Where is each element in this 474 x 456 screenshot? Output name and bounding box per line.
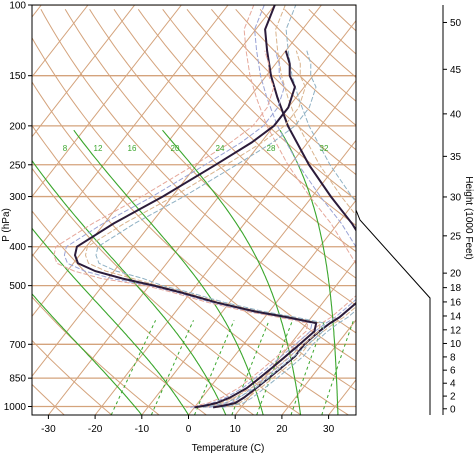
height-tick-label: 25 — [450, 231, 462, 242]
x-tick-label: 0 — [186, 424, 192, 435]
y-tick-label: 500 — [9, 281, 26, 292]
dry-adiabat — [235, 8, 356, 126]
x-tick-label: 10 — [230, 424, 242, 435]
x-tick-label: 20 — [276, 424, 288, 435]
dewpoint-ensemble-member — [95, 50, 326, 408]
dry-adiabat — [186, 8, 356, 176]
y-tick-label: 1000 — [4, 402, 27, 413]
dry-adiabat — [211, 8, 356, 151]
sounding-profiles — [53, 5, 356, 409]
dry-adiabat — [89, 9, 356, 279]
height-tick-label: 20 — [450, 269, 462, 280]
plot-frame — [31, 4, 357, 416]
height-tick-label: 6 — [450, 366, 456, 377]
moist-adiabat — [162, 129, 302, 415]
y-tick-label: 400 — [9, 242, 26, 253]
height-tick-label: 50 — [450, 18, 462, 29]
x-tick-label: 30 — [323, 424, 335, 435]
dry-adiabat — [40, 9, 356, 334]
isotherm — [234, 259, 356, 415]
height-tick-label: 18 — [450, 283, 462, 294]
y-axis-label: P (hPa) — [1, 208, 12, 242]
dry-adiabat — [284, 8, 356, 79]
dry-adiabat — [32, 167, 302, 415]
dewpoint-line — [73, 50, 318, 409]
moist-adiabat-label: 16 — [128, 144, 137, 153]
height-tick-label: 12 — [450, 325, 462, 336]
isotherm — [188, 199, 356, 415]
dry-adiabat — [32, 124, 349, 415]
isotherm — [32, 5, 229, 258]
moist-adiabat-label: 8 — [63, 144, 68, 153]
height-tick-label: 4 — [450, 379, 456, 390]
height-tick-label: 45 — [450, 65, 462, 76]
dry-adiabat — [64, 9, 356, 306]
height-tick-label: 2 — [450, 392, 456, 403]
dewpoint-ensemble-member — [84, 50, 321, 408]
mixing-ratio-line — [110, 320, 157, 415]
moist-adiabat — [32, 227, 189, 415]
dry-adiabat — [259, 8, 356, 102]
dry-adiabat — [113, 9, 356, 253]
dry-adiabat — [32, 210, 255, 415]
moist-adiabat-label: 32 — [320, 144, 329, 153]
y-tick-label: 250 — [9, 160, 26, 171]
height-tick-label: 40 — [450, 109, 462, 120]
x-tick-label: -10 — [135, 424, 150, 435]
mixing-ratio-line — [321, 320, 354, 415]
y-tick-label: 200 — [9, 121, 26, 132]
moist-adiabat-label: 20 — [171, 144, 180, 153]
wind-panel-frame — [355, 209, 431, 415]
x-axis-label: Temperature (C) — [192, 443, 265, 454]
moist-adiabat-label: 12 — [94, 144, 103, 153]
mixing-ratio-lines — [32, 129, 354, 415]
height-tick-label: 0 — [450, 404, 456, 415]
dry-adiabat — [32, 81, 356, 391]
isotherm — [32, 5, 136, 138]
mixing-ratio-line — [256, 320, 293, 415]
height-tick-label: 16 — [450, 297, 462, 308]
height-axis: 02 4 6 8 10 12 14 16 18 20 25 30 35 40 45 50 — [442, 5, 462, 415]
dry-adiabat — [162, 8, 356, 201]
y-tick-label: 700 — [9, 340, 26, 351]
moist-adiabat — [32, 293, 143, 415]
dry-adiabat — [32, 339, 113, 415]
mixing-ratio-line — [150, 320, 194, 415]
moist-adiabat — [32, 159, 227, 415]
y-tick-label: 850 — [9, 374, 26, 385]
moist-adiabat-label: 24 — [216, 144, 225, 153]
height-tick-label: 8 — [450, 352, 456, 363]
y-tick-label: 150 — [9, 71, 26, 82]
y-tick-label: 300 — [9, 192, 26, 203]
height-tick-label: 35 — [450, 152, 462, 163]
dry-adiabat — [32, 253, 207, 415]
moist-adiabat — [279, 129, 339, 415]
y-axis: 100 150 200 250 300 400 500 700 850 1000 — [4, 1, 32, 413]
isotherm — [48, 19, 356, 415]
background-lines — [32, 5, 356, 415]
isotherm — [32, 5, 276, 318]
height-tick-label: 30 — [450, 192, 462, 203]
isotherm — [32, 5, 182, 198]
y-tick-label: 100 — [9, 1, 26, 12]
x-tick-label: -20 — [88, 424, 103, 435]
height-axis-label: Height (1000 Feet) — [463, 176, 474, 259]
dry-adiabat — [32, 36, 356, 362]
dewpoint-ensemble-member — [53, 50, 309, 408]
isotherm — [32, 5, 89, 78]
isotherm — [32, 5, 322, 377]
x-tick-label: -30 — [41, 424, 56, 435]
height-tick-label: 14 — [450, 311, 462, 322]
mixing-ratio-line — [194, 320, 235, 415]
dry-adiabat — [137, 9, 356, 227]
x-axis: -30 -20 -10 0 10 20 30 — [41, 415, 335, 435]
moist-adiabat-label: 28 — [267, 144, 276, 153]
temperature-ensemble-member — [221, 5, 356, 408]
height-tick-label: 10 — [450, 339, 462, 350]
isotherm — [94, 79, 356, 415]
